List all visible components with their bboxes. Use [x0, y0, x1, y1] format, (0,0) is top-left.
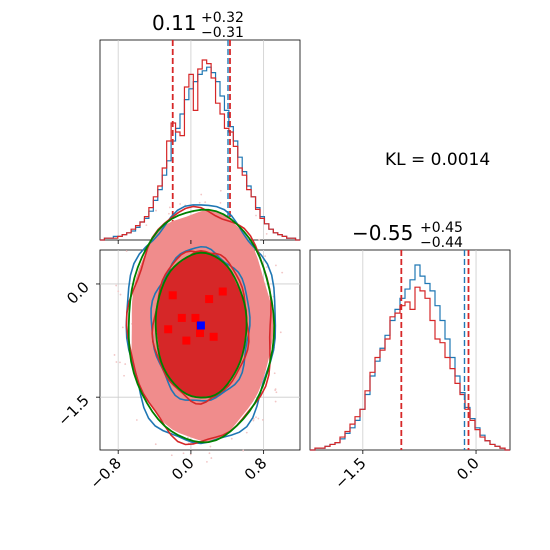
sample-dot: [230, 437, 233, 440]
panel-scatter: [99, 189, 301, 467]
sample-dot: [204, 201, 207, 204]
sample-dot: [258, 238, 261, 241]
param2-title-plus: +0.45: [420, 220, 463, 236]
sample-dot: [190, 464, 193, 467]
sample-dot: [113, 354, 116, 356]
hist1-series-b-line: [100, 59, 300, 241]
contour-series-c-0: [127, 208, 276, 444]
sample-dot: [210, 457, 213, 459]
sample-dot: [261, 418, 264, 421]
sample-dot: [264, 255, 267, 258]
sample-dot: [219, 201, 222, 204]
sample-dot: [121, 326, 124, 329]
sample-dot: [257, 417, 260, 420]
sample-dot: [168, 212, 170, 215]
contour-series-b-1: [151, 250, 250, 405]
sample-dot: [274, 400, 277, 403]
sample-dot: [274, 388, 277, 391]
sample-dot: [255, 416, 257, 419]
sample-dot: [124, 363, 127, 365]
sample-dot: [279, 331, 282, 334]
param1-title-main: 0.11: [152, 11, 197, 35]
sample-dot: [275, 264, 277, 267]
sample-dot: [168, 206, 171, 209]
sample-dot: [209, 445, 212, 448]
sample-dot: [219, 189, 222, 192]
panel-hist-x-frame: [99, 39, 301, 241]
sample-dot: [206, 460, 208, 463]
sample-dot: [208, 452, 211, 455]
red-sample-0: [168, 291, 177, 300]
scatter-y-ticklabel-0: −1.5: [54, 391, 92, 429]
red-sample-5: [164, 325, 173, 334]
hist2-x-ticklabel-0: −1.5: [331, 454, 369, 492]
sample-dot: [155, 209, 157, 212]
sample-dot: [170, 454, 173, 457]
sample-dot: [117, 290, 120, 293]
red-sample-3: [177, 313, 186, 322]
panel-hist-y: [309, 249, 511, 451]
sample-dot: [200, 193, 203, 196]
hist2-x-ticklabel-1: 0.0: [453, 454, 483, 484]
param2-title-main: −0.55: [352, 221, 413, 245]
sample-dot: [115, 284, 118, 287]
red-sample-8: [196, 329, 204, 338]
sample-dot: [123, 374, 125, 377]
sample-dot: [255, 214, 257, 217]
panel-hist-x: [99, 39, 301, 241]
hist2-series-b-line: [310, 286, 510, 451]
sample-dot: [275, 391, 278, 394]
sample-dot: [265, 232, 268, 235]
param1-title-minus: −0.31: [201, 25, 244, 41]
sample-dot: [245, 431, 248, 434]
sample-dot: [273, 372, 276, 375]
sample-dot: [281, 271, 284, 274]
scatter-x-ticklabel-2: 0.8: [241, 454, 271, 484]
scatter-x-ticklabel-1: 0.0: [168, 454, 198, 484]
param2-title-minus: −0.44: [420, 235, 463, 251]
red-sample-4: [191, 313, 200, 322]
sample-dot: [198, 201, 201, 204]
sample-dot: [125, 250, 128, 252]
sample-dot: [115, 361, 118, 363]
sample-dot: [145, 224, 148, 227]
red-sample-6: [209, 332, 218, 341]
sample-dot: [252, 419, 255, 422]
sample-dot: [242, 449, 245, 452]
sample-dot: [179, 203, 182, 205]
sample-dot: [135, 419, 138, 421]
sample-dot: [186, 436, 189, 439]
sample-dot: [252, 417, 255, 420]
sample-dot: [265, 266, 268, 268]
kl-label: KL = 0.0014: [385, 150, 490, 170]
param1-title-plus: +0.32: [201, 10, 244, 26]
sample-dot: [119, 361, 121, 364]
truth-marker: [196, 321, 205, 330]
contour-series-c-1: [154, 251, 248, 399]
scatter-x-ticklabel-0: −0.8: [87, 454, 125, 492]
red-sample-1: [205, 295, 214, 304]
sample-dot: [119, 293, 122, 296]
red-sample-7: [182, 336, 191, 345]
sample-dot: [154, 443, 157, 446]
scatter-y-ticklabel-1: 0.0: [63, 278, 93, 308]
red-sample-2: [218, 287, 227, 296]
sample-dot: [182, 452, 185, 455]
